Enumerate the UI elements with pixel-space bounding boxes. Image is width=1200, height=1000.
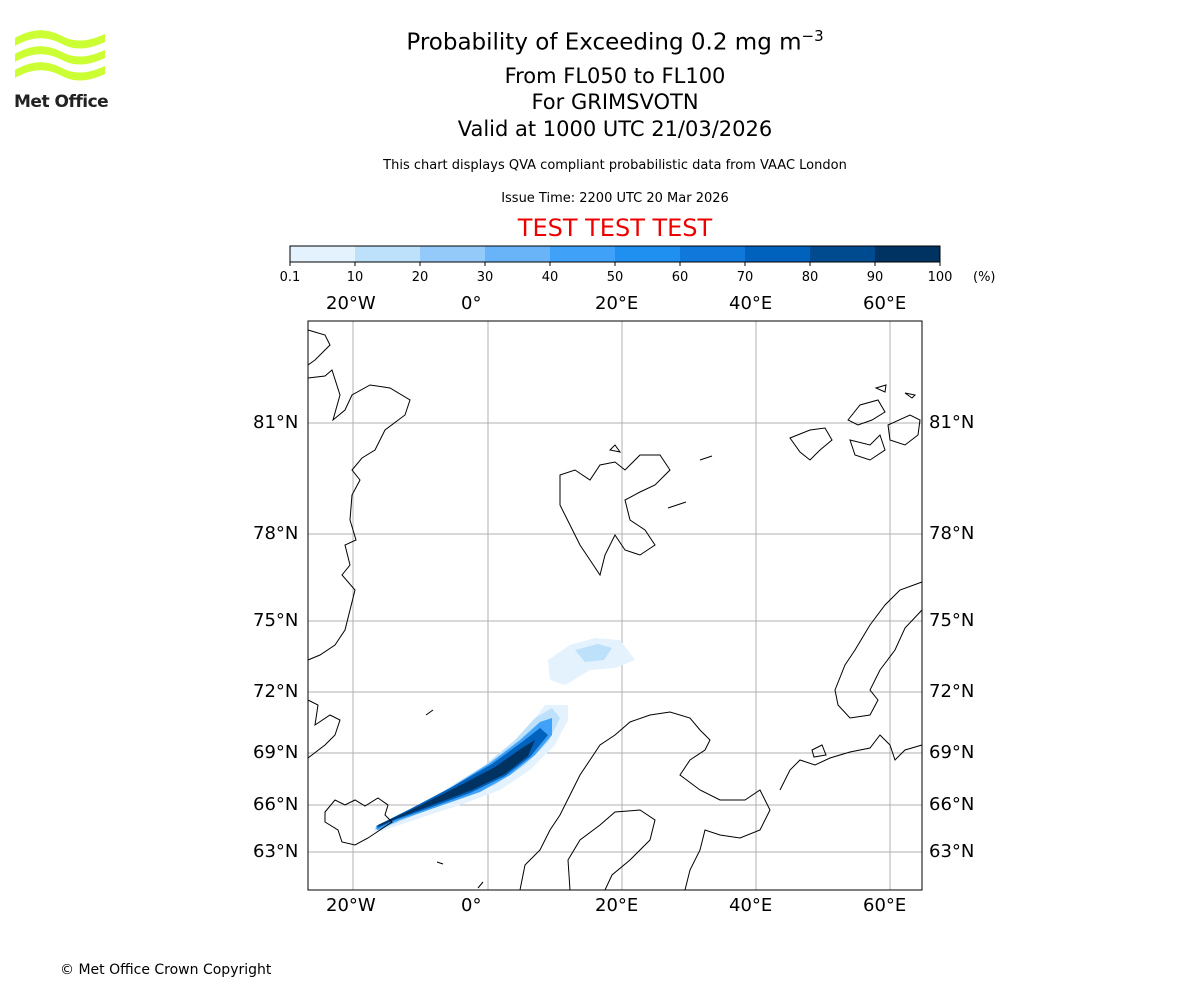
colorbar-tick-label: 90 [866,270,884,285]
x-tick-label-bottom: 20°E [595,895,639,916]
x-tick-label-bottom: 60°E [863,895,907,916]
copyright: © Met Office Crown Copyright [60,962,272,978]
y-tick-label-left: 81°N [253,412,299,433]
subtitle: This chart displays QVA compliant probab… [383,158,847,173]
met-office-logo-icon [15,30,105,81]
coastlines [307,329,923,891]
volcano-name: For GRIMSVOTN [531,90,699,114]
valid-time: Valid at 1000 UTC 21/03/2026 [457,117,773,141]
y-tick-label-right: 66°N [929,794,975,815]
test-banner: TEST TEST TEST [517,214,713,242]
y-tick-label-right: 75°N [929,610,975,631]
issue-time: Issue Time: 2200 UTC 20 Mar 2026 [501,191,729,206]
colorbar-tick-label: 40 [541,270,559,285]
y-tick-label-left: 63°N [253,841,299,862]
y-tick-label-left: 66°N [253,794,299,815]
plume-probability-band [376,728,548,828]
colorbar-tick-label: 100 [927,270,953,285]
coastline-franz-josef-land [789,384,921,461]
x-tick-label-top: 60°E [863,293,907,314]
y-tick-label-left: 75°N [253,610,299,631]
title-text: Probability of Exceeding 0.2 mg m [406,29,802,56]
plume-probability-band [374,708,560,830]
y-tick-label-right: 63°N [929,841,975,862]
colorbar-tick-label: 10 [346,270,364,285]
map-frame [307,320,923,891]
colorbar-tick-label: 0.1 [279,270,301,285]
colorbar-tick-label: 80 [801,270,819,285]
colorbar-tick-label: 30 [476,270,494,285]
x-tick-label-bottom: 20°W [326,895,376,916]
logo-text: Met Office [14,92,109,112]
y-tick-label-left: 78°N [253,523,299,544]
colorbar-tick-label: 70 [736,270,754,285]
coastline-scandinavia [519,711,771,891]
colorbar-unit: (%) [973,270,996,285]
title-exponent: −3 [801,27,824,45]
plume-probability-band [548,638,635,685]
x-tick-label-top: 20°E [595,293,639,314]
x-tick-label-top: 40°E [729,293,773,314]
ash-probability-plume [372,638,635,832]
chart-title: Probability of Exceeding 0.2 mg m−3 [0,27,1200,56]
x-tick-label-bottom: 0° [461,895,482,916]
x-tick-label-top: 20°W [326,293,376,314]
coastline-novaya-zemlya [834,581,923,719]
plume-probability-band [575,644,612,662]
y-tick-label-right: 72°N [929,681,975,702]
colorbar-tick-label: 20 [411,270,429,285]
plume-probability-band [375,718,552,830]
coastline-greenland [307,329,411,759]
y-tick-label-right: 78°N [929,523,975,544]
coastline-gulf-of-bothnia [567,809,656,891]
colorbar-tick-label: 60 [671,270,689,285]
coastline-svalbard [559,454,671,577]
colorbar-tick-label: 50 [606,270,624,285]
x-tick-label-bottom: 40°E [729,895,773,916]
y-tick-label-left: 69°N [253,742,299,763]
y-tick-label-left: 72°N [253,681,299,702]
coastline-iceland [324,797,393,846]
x-tick-label-top: 0° [461,293,482,314]
coastline-russia [779,734,923,791]
flight-levels: From FL050 to FL100 [504,64,726,88]
y-tick-label-right: 69°N [929,742,975,763]
y-tick-label-right: 81°N [929,412,975,433]
